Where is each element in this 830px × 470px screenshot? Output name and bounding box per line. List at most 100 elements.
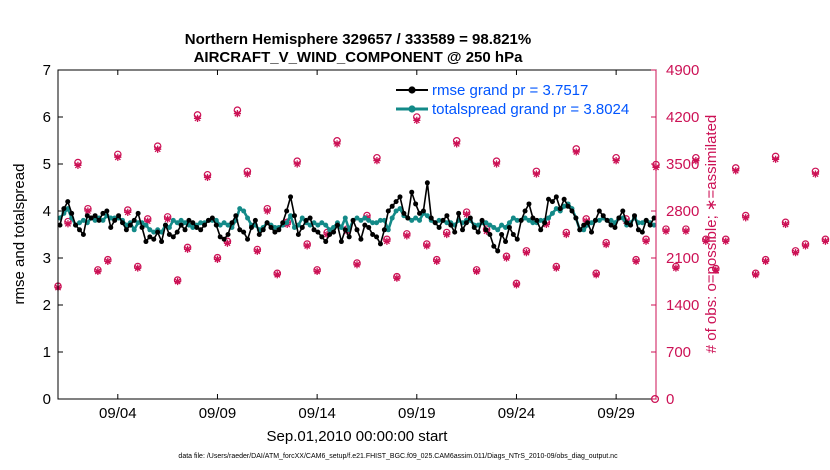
obs-assimilated-marker (124, 208, 132, 216)
obs-assimilated-marker (682, 227, 690, 235)
totalspread-point (323, 222, 329, 228)
y-left-tick-label: 6 (43, 109, 51, 126)
rmse-point (123, 227, 129, 233)
rmse-point (170, 234, 176, 240)
legend-spread-label: totalspread grand pr = 3.8024 (432, 101, 629, 118)
obs-assimilated-marker (632, 257, 640, 265)
rmse-point (284, 208, 290, 214)
rmse-point (162, 222, 168, 228)
totalspread-point (526, 217, 532, 223)
obs-assimilated-marker (353, 261, 361, 269)
obs-assimilated-marker (164, 215, 172, 223)
obs-assimilated-marker (672, 264, 680, 272)
rmse-point (217, 234, 223, 240)
rmse-point (635, 227, 641, 233)
rmse-point (342, 227, 348, 233)
rmse-point (155, 229, 161, 235)
rmse-point (612, 224, 618, 230)
totalspread-point (198, 220, 204, 226)
chart-subtitle: AIRCRAFT_V_WIND_COMPONENT @ 250 hPa (194, 49, 524, 66)
obs-assimilated-marker (772, 155, 780, 163)
y-left-tick-label: 2 (43, 297, 51, 314)
rmse-point (209, 215, 215, 221)
rmse-point (581, 222, 587, 228)
x-tick-label: 09/04 (99, 405, 137, 422)
obs-assimilated-marker (443, 230, 451, 239)
rmse-point (385, 208, 391, 214)
rmse-point (549, 199, 555, 205)
obs-assimilated-marker (732, 167, 740, 175)
obs-assimilated-marker (692, 157, 700, 165)
rmse-point (174, 229, 180, 235)
rmse-point (245, 236, 251, 242)
obs-assimilated-marker (293, 160, 301, 168)
rmse-point (405, 215, 411, 221)
rmse-point (557, 206, 563, 212)
obs-assimilated-marker (373, 157, 381, 165)
rmse-point (475, 229, 481, 235)
y-right-tick-label: 700 (666, 344, 691, 361)
x-axis-label: Sep.01,2010 00:00:00 start (267, 428, 449, 445)
totalspread-point (561, 203, 567, 209)
obs-assimilated-marker (393, 274, 401, 282)
rmse-point (276, 227, 282, 233)
rmse-point (252, 217, 258, 223)
rmse-point (596, 208, 602, 214)
rmse-point (585, 220, 591, 226)
rmse-point (194, 224, 200, 230)
totalspread-point (522, 215, 528, 221)
x-tick-label: 09/24 (498, 405, 536, 422)
rmse-point (495, 248, 501, 254)
rmse-point (268, 224, 274, 230)
rmse-point (538, 227, 544, 233)
obs-assimilated-marker (722, 237, 730, 245)
obs-assimilated-marker (642, 237, 650, 245)
totalspread-point (444, 220, 450, 226)
totalspread-point (397, 206, 403, 212)
rmse-point (307, 215, 313, 221)
legend-spread-marker (408, 105, 416, 113)
totalspread-point (147, 227, 153, 233)
rmse-point (338, 239, 344, 245)
rmse-point (393, 199, 399, 205)
obs-assimilated-marker (602, 240, 610, 249)
totalspread-point (190, 224, 196, 230)
totalspread-point (166, 224, 172, 230)
rmse-point (100, 210, 106, 216)
totalspread-point (100, 217, 106, 223)
y-left-tick-label: 0 (43, 391, 51, 408)
rmse-point (463, 220, 469, 226)
totalspread-point (358, 217, 364, 223)
legend-rmse-marker (408, 86, 416, 94)
obs-assimilated-marker (453, 140, 461, 148)
rmse-point (632, 213, 638, 219)
rmse-point (397, 194, 403, 200)
rmse-point (280, 220, 286, 226)
legend-rmse-label: rmse grand pr = 3.7517 (432, 82, 588, 99)
obs-assimilated-marker (193, 114, 202, 122)
rmse-point (483, 227, 489, 233)
rmse-point (190, 220, 196, 226)
x-tick-label: 09/29 (597, 405, 635, 422)
rmse-point (151, 236, 157, 242)
totalspread-point (327, 227, 333, 233)
rmse-point (374, 234, 380, 240)
rmse-point (331, 229, 337, 235)
obs-assimilated-marker (702, 237, 710, 245)
rmse-point (440, 217, 446, 223)
rmse-point (510, 232, 516, 237)
rmse-point (608, 222, 614, 228)
rmse-point (620, 208, 626, 214)
rmse-point (108, 224, 114, 230)
totalspread-point (549, 210, 555, 216)
totalspread-point (143, 222, 149, 228)
rmse-point (428, 215, 434, 221)
obs-assimilated-marker (492, 160, 501, 168)
rmse-point (205, 217, 211, 223)
rmse-point (503, 239, 509, 245)
totalspread-point (135, 220, 141, 226)
rmse-point (409, 189, 415, 195)
rmse-point (69, 210, 75, 216)
rmse-point (73, 222, 79, 228)
rmse-point (323, 239, 329, 245)
